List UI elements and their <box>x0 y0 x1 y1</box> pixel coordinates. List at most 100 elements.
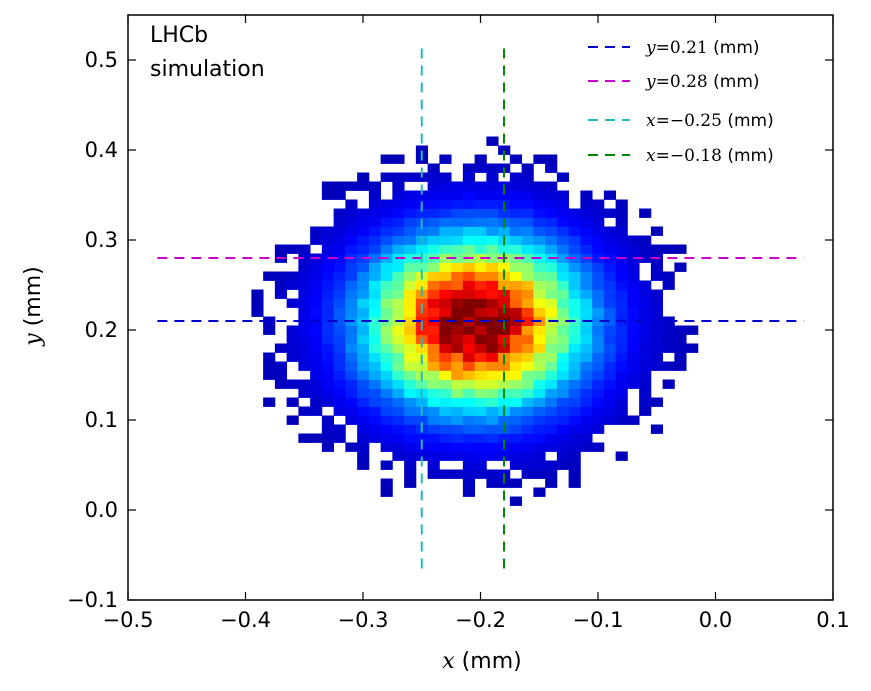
heatmap-cell <box>533 181 546 191</box>
heatmap-cell <box>580 343 593 353</box>
heatmap-cell <box>486 406 499 416</box>
heatmap-cell <box>533 271 546 281</box>
heatmap-cell <box>592 361 605 371</box>
heatmap-cell <box>509 226 523 236</box>
heatmap-cell <box>498 244 511 254</box>
heatmap-cell <box>545 289 558 299</box>
heatmap-cell <box>674 244 687 254</box>
heatmap-cell <box>545 217 558 227</box>
heatmap-cell <box>345 271 358 281</box>
heatmap-cell <box>404 226 417 236</box>
heatmap-cell <box>521 388 534 398</box>
heatmap-cell <box>615 199 628 209</box>
heatmap-cell <box>462 199 476 209</box>
heatmap-cell <box>650 325 664 335</box>
heatmap-cell <box>427 271 440 281</box>
heatmap-cell <box>451 334 464 344</box>
heatmap-cell <box>521 379 534 389</box>
heatmap-cell <box>580 199 593 209</box>
heatmap-cell <box>357 388 370 398</box>
y-tick-label: 0.4 <box>85 138 118 162</box>
heatmap-cell <box>415 208 429 218</box>
heatmap-cell <box>439 262 452 272</box>
heatmap-cell <box>345 280 358 290</box>
heatmap-cell <box>509 244 523 254</box>
heatmap-cell <box>662 361 675 371</box>
heatmap-cell <box>451 235 464 245</box>
heatmap-cell <box>427 235 440 245</box>
heatmap-cell <box>486 478 499 488</box>
heatmap-cell <box>380 244 393 254</box>
heatmap-cell <box>568 226 581 236</box>
heatmap-cell <box>509 478 523 488</box>
heatmap-cell <box>603 244 617 254</box>
heatmap-cell <box>427 433 440 443</box>
heatmap-cell <box>286 280 299 290</box>
heatmap-cell <box>439 253 452 263</box>
heatmap-cell <box>380 379 393 389</box>
heatmap-cell <box>462 307 476 317</box>
heatmap-cell <box>627 289 640 299</box>
heatmap-cell <box>486 199 499 209</box>
heatmap-cell <box>345 226 358 236</box>
heatmap-cell <box>263 361 276 371</box>
heatmap-cell <box>580 388 593 398</box>
heatmap-cell <box>650 226 664 236</box>
heatmap-cell <box>521 316 534 326</box>
heatmap-cell <box>427 460 440 470</box>
heatmap-cell <box>615 217 628 227</box>
heatmap-cell <box>603 262 617 272</box>
heatmap-cell <box>451 406 464 416</box>
heatmap-cell <box>545 352 558 362</box>
heatmap-cell <box>615 352 628 362</box>
heatmap-cell <box>392 424 405 434</box>
y-tick-label: 0.0 <box>85 498 118 522</box>
heatmap-cell <box>521 334 534 344</box>
heatmap-cell <box>462 163 476 173</box>
heatmap-cell <box>427 325 440 335</box>
heatmap-cell <box>521 244 534 254</box>
heatmap-cell <box>310 379 323 389</box>
heatmap-cell <box>345 442 358 452</box>
heatmap-cell <box>357 217 370 227</box>
heatmap-cell <box>404 370 417 380</box>
heatmap-cell <box>451 217 464 227</box>
heatmap-cell <box>462 280 476 290</box>
heatmap-cell <box>310 325 323 335</box>
heatmap-cell <box>580 370 593 380</box>
heatmap-cell <box>474 469 487 479</box>
heatmap-cell <box>274 343 288 353</box>
heatmap-cell <box>404 325 417 335</box>
heatmap-cell <box>498 451 511 461</box>
heatmap-cell <box>486 343 499 353</box>
heatmap-cell <box>321 289 335 299</box>
heatmap-cell <box>592 352 605 362</box>
heatmap-cell <box>474 163 487 173</box>
heatmap-cell <box>380 334 393 344</box>
heatmap-cell <box>404 208 417 218</box>
heatmap-cell <box>556 307 570 317</box>
heatmap-cell <box>580 208 593 218</box>
heatmap-cell <box>427 199 440 209</box>
heatmap-cell <box>568 460 581 470</box>
heatmap-cell <box>392 334 405 344</box>
heatmap-cell <box>521 397 534 407</box>
heatmap-cell <box>639 235 652 245</box>
heatmap-cell <box>639 361 652 371</box>
heatmap-cell <box>533 424 546 434</box>
heatmap-cell <box>451 352 464 362</box>
heatmap-cell <box>556 415 570 425</box>
heatmap-cell <box>333 181 346 191</box>
heatmap-cell <box>427 406 440 416</box>
heatmap-cell <box>321 397 335 407</box>
heatmap-cell <box>392 361 405 371</box>
heatmap-cell <box>592 226 605 236</box>
heatmap-cell <box>368 289 382 299</box>
heatmap-cell <box>404 262 417 272</box>
heatmap-cell <box>392 289 405 299</box>
heatmap-cell <box>404 289 417 299</box>
heatmap-cell <box>274 361 288 371</box>
y-tick-label: −0.1 <box>67 588 118 612</box>
heatmap-cell <box>345 343 358 353</box>
heatmap-cell <box>486 442 499 452</box>
